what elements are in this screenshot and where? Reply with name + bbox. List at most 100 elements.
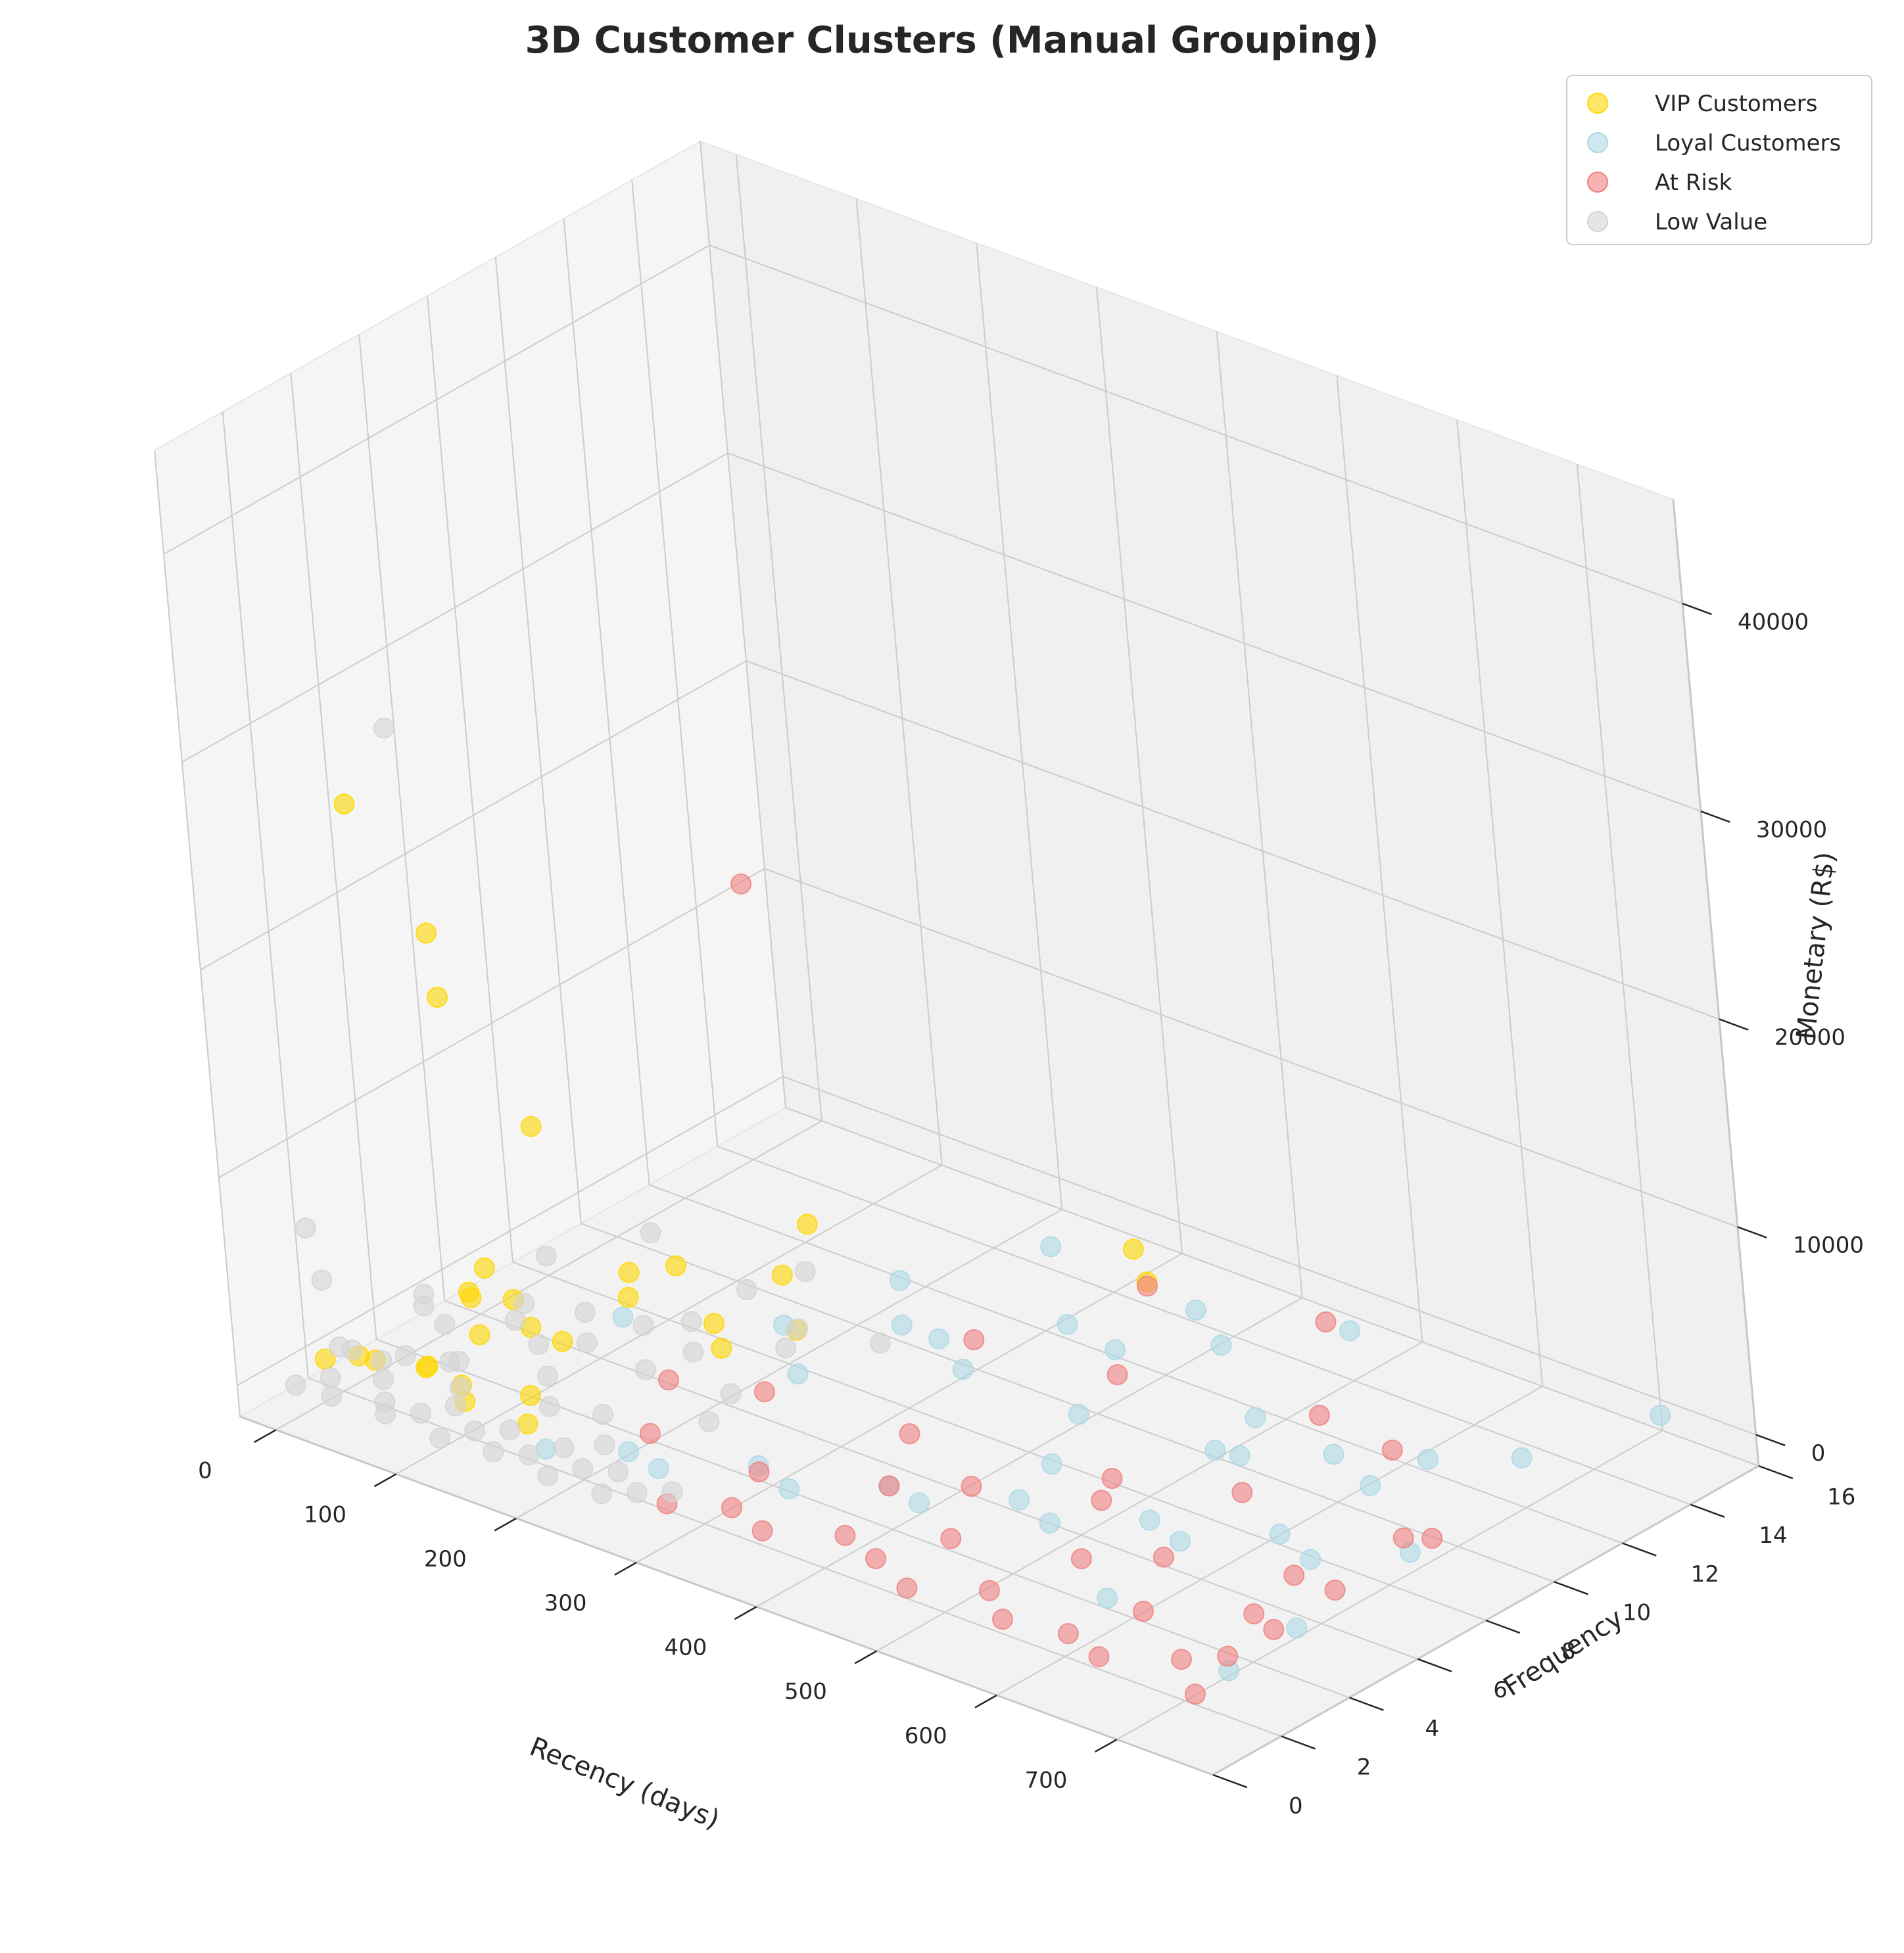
legend-item-low-value: Low Value: [1587, 209, 1767, 235]
data-point: [1392, 1527, 1414, 1549]
data-point: [295, 1217, 316, 1238]
data-point: [1088, 1646, 1110, 1668]
y-grid-left: [154, 450, 241, 1417]
data-point: [1057, 1623, 1079, 1645]
data-point: [553, 1437, 575, 1459]
data-point: [1245, 1407, 1266, 1428]
data-point: [311, 1269, 333, 1291]
data-point: [449, 1377, 471, 1398]
data-point: [427, 987, 448, 1008]
data-point: [639, 1423, 661, 1444]
x-grid-back: [1456, 419, 1544, 1386]
data-point: [1417, 1448, 1439, 1470]
z-tick-mark: [1755, 1434, 1786, 1447]
data-point: [1315, 1311, 1337, 1332]
y-tick-mark: [1212, 1774, 1248, 1789]
data-point: [736, 1279, 757, 1300]
data-point: [1339, 1320, 1360, 1342]
data-points: [285, 717, 1671, 1705]
x-grid-back: [976, 243, 1063, 1210]
data-point: [665, 1255, 686, 1277]
data-point: [464, 1420, 485, 1442]
data-point: [1204, 1440, 1226, 1461]
data-point: [963, 1329, 985, 1350]
data-point: [634, 1359, 656, 1380]
x-grid-back: [855, 199, 943, 1165]
y-grid-left: [358, 334, 446, 1301]
legend-frame: [1566, 75, 1872, 245]
data-point: [961, 1476, 982, 1497]
data-point: [1210, 1334, 1232, 1356]
data-point: [1511, 1447, 1533, 1469]
data-point: [771, 1264, 793, 1286]
y-grid-left: [563, 218, 650, 1185]
data-point: [1068, 1403, 1089, 1425]
z-tick-label: 10000: [1793, 1233, 1864, 1259]
x-axis-label: Recency (days): [525, 1731, 723, 1835]
data-point: [992, 1609, 1013, 1630]
y-tick-mark: [1690, 1503, 1725, 1518]
data-point: [1070, 1548, 1092, 1570]
legend-marker-loyal: [1587, 132, 1608, 153]
data-point: [1381, 1440, 1403, 1461]
y-grid-left: [427, 295, 513, 1263]
x-tick-mark: [854, 1650, 878, 1664]
data-point: [1308, 1405, 1330, 1426]
data-point: [891, 1314, 913, 1336]
data-point: [928, 1328, 950, 1350]
legend: VIP Customers Loyal Customers At Risk Lo…: [1566, 75, 1872, 245]
z-grid-back: [746, 660, 1720, 1020]
y-grid-floor: [512, 1261, 1487, 1621]
data-point: [1039, 1513, 1060, 1534]
data-point: [1324, 1579, 1346, 1601]
z-tick-label: 30000: [1756, 816, 1827, 843]
data-point: [787, 1363, 809, 1384]
y-grid-floor: [717, 1145, 1691, 1505]
x-tick-label: 200: [424, 1546, 467, 1572]
data-point: [469, 1324, 490, 1346]
data-point: [889, 1270, 911, 1292]
legend-label-loyal: Loyal Customers: [1655, 130, 1841, 156]
chart-title: 3D Customer Clusters (Manual Grouping): [525, 19, 1379, 62]
x-grid-back: [735, 154, 822, 1121]
x-tick-label: 0: [198, 1457, 212, 1484]
data-point: [721, 1497, 742, 1518]
data-point: [413, 1295, 435, 1317]
data-point: [1185, 1299, 1206, 1321]
y-grid-floor: [785, 1107, 1759, 1467]
legend-item-at-risk: At Risk: [1587, 170, 1732, 196]
y-tick-label: 8: [1561, 1638, 1576, 1664]
data-point: [520, 1384, 541, 1406]
data-point: [574, 1302, 596, 1323]
data-point: [952, 1359, 974, 1380]
z-grid-left: [181, 452, 728, 763]
z-grid-back: [764, 868, 1738, 1228]
data-point: [591, 1483, 613, 1505]
y-tick-label: 2: [1357, 1754, 1371, 1781]
data-point: [612, 1306, 634, 1328]
x-tick-label: 300: [544, 1590, 587, 1616]
x-tick-mark: [614, 1561, 637, 1576]
data-point: [1122, 1238, 1144, 1260]
data-point: [775, 1337, 797, 1359]
y-tick-mark: [1485, 1619, 1521, 1634]
z-tick-label: 0: [1811, 1440, 1826, 1467]
data-point: [698, 1411, 720, 1432]
x-tick-label: 600: [905, 1723, 947, 1749]
data-point: [1184, 1683, 1206, 1705]
data-point: [1057, 1313, 1078, 1335]
z-tick-mark: [1682, 602, 1712, 615]
data-point: [320, 1367, 341, 1388]
z-tick-mark: [1719, 1018, 1749, 1031]
data-point: [1139, 1509, 1160, 1531]
data-point: [1105, 1339, 1126, 1361]
y-grid-left: [700, 141, 786, 1108]
data-point: [896, 1577, 918, 1599]
z-grid-left: [200, 660, 747, 971]
y-tick-label: 4: [1425, 1716, 1439, 1742]
data-point: [794, 1261, 816, 1282]
legend-label-at-risk: At Risk: [1655, 170, 1732, 196]
x-tick-label: 400: [664, 1634, 707, 1660]
data-point: [1107, 1364, 1128, 1386]
